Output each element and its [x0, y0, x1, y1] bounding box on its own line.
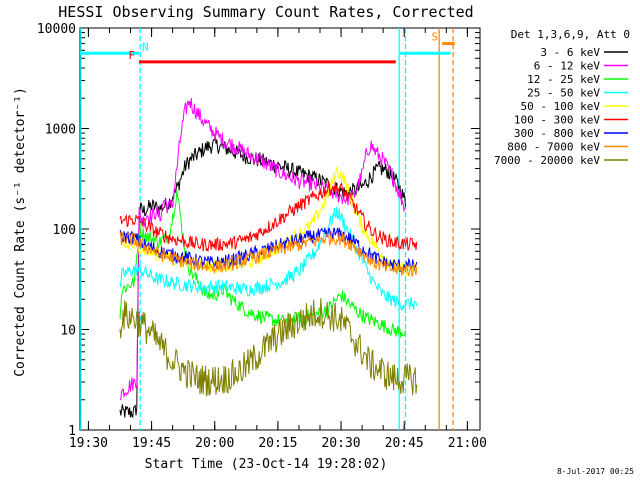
legend-label: 50 - 100 keV [521, 100, 601, 113]
legend-label: 25 - 50 keV [527, 87, 600, 100]
series-line-7 [119, 231, 418, 278]
series-line-5 [119, 181, 418, 253]
series-line-3 [119, 206, 418, 311]
y-tick-label: 1000 [45, 123, 76, 138]
x-tick-label: 19:45 [132, 436, 171, 451]
flag-label: S [431, 31, 438, 44]
x-tick-label: 20:15 [258, 436, 297, 451]
flag-label: F [128, 49, 135, 62]
legend-label: 6 - 12 keV [534, 60, 601, 73]
legend-label: 300 - 800 keV [514, 127, 600, 140]
legend-label: 7000 - 20000 keV [494, 154, 600, 167]
y-tick-label: 10 [60, 324, 76, 339]
legend-header: Det 1,3,6,9, Att 0 [511, 28, 630, 41]
legend-label: 100 - 300 keV [514, 114, 600, 127]
chart-title: HESSI Observing Summary Count Rates, Cor… [58, 3, 473, 21]
plot-area: 1 10 100 1000 10000 19:30 19:45 20:00 20:15 20:30… [37, 22, 487, 451]
flag-label: N [142, 40, 149, 53]
legend-label: 3 - 6 keV [540, 46, 600, 59]
legend-label: 12 - 25 keV [527, 73, 600, 86]
x-tick-label: 19:30 [69, 436, 108, 451]
x-tick-label: 20:30 [321, 436, 360, 451]
series-line-8 [119, 298, 418, 397]
y-tick-label: 1 [68, 424, 76, 439]
series-line-2 [119, 189, 407, 338]
x-axis-label: Start Time (23-Oct-14 19:28:02) [145, 457, 388, 472]
x-tick-label: 21:00 [448, 436, 487, 451]
y-tick-label: 10000 [37, 22, 76, 37]
footer-timestamp: 8-Jul-2017 00:25 [557, 467, 634, 476]
x-tick-label: 20:45 [385, 436, 424, 451]
y-axis-label: Corrected Count Rate (s⁻¹ detector⁻¹) [13, 87, 28, 377]
series-line-1 [119, 98, 407, 401]
legend-label: 800 - 7000 keV [507, 141, 600, 154]
x-tick-label: 20:00 [195, 436, 234, 451]
y-tick-label: 100 [53, 223, 76, 238]
